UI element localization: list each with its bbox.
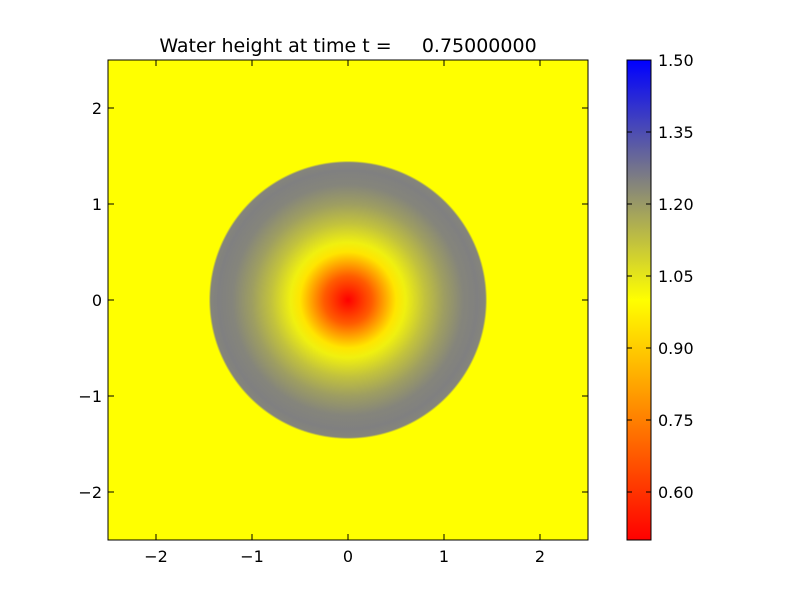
y-tick-label: −2: [78, 483, 102, 502]
y-tick-label: 0: [92, 291, 102, 310]
x-tick-label: 2: [535, 547, 545, 566]
colorbar-tick-label: 1.20: [658, 195, 694, 214]
y-tick-label: −1: [78, 387, 102, 406]
colorbar-ticks: 0.60 0.75 0.90 1.05 1.20 1.35 1.50: [627, 51, 694, 502]
colorbar-tick-label: 0.75: [658, 411, 694, 430]
x-tick-label: 1: [439, 547, 449, 566]
y-tick-label: 2: [92, 99, 102, 118]
x-tick-label: −1: [240, 547, 264, 566]
heatmap-field: [108, 60, 588, 540]
chart-title: Water height at time t = 0.75000000: [159, 35, 536, 57]
colorbar-tick-label: 1.50: [658, 51, 694, 70]
colorbar-tick-label: 1.35: [658, 123, 694, 142]
colorbar: 0.60 0.75 0.90 1.05 1.20 1.35 1.50: [626, 51, 694, 541]
colorbar-tick-label: 1.05: [658, 267, 694, 286]
colorbar-tick-label: 0.90: [658, 339, 694, 358]
colorbar-frame: [626, 59, 652, 541]
x-tick-label: −2: [144, 547, 168, 566]
x-axis: −2 −1 0 1 2: [144, 60, 545, 566]
y-tick-label: 1: [92, 195, 102, 214]
y-axis: −2 −1 0 1 2: [78, 99, 588, 502]
plot-area: [107, 59, 589, 541]
x-tick-label: 0: [343, 547, 353, 566]
colorbar-gradient: [627, 60, 651, 540]
colorbar-tick-label: 0.60: [658, 483, 694, 502]
